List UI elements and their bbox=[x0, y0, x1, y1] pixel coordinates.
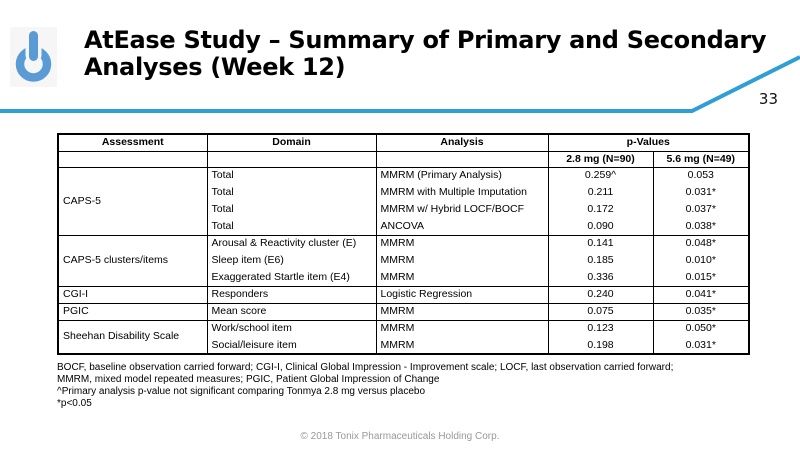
footnote-line: ^Primary analysis p-value not significan… bbox=[57, 386, 426, 397]
p-value-5-6mg-cell: 0.041* bbox=[652, 286, 750, 303]
p-values-header: p-Values bbox=[547, 133, 750, 152]
footnote-line: BOCF, baseline observation carried forwa… bbox=[57, 362, 674, 373]
table-row: Sheehan Disability Scale Work/school item… bbox=[57, 320, 750, 354]
p-value-2-8mg-cell: 0.090 bbox=[547, 218, 654, 235]
p-value-2-8mg-cell: 0.141 bbox=[547, 235, 654, 252]
p-value-5-6mg-cell: 0.035* bbox=[652, 303, 750, 320]
assessment-cell: PGIC bbox=[57, 303, 208, 320]
p-value-5-6mg-cell: 0.053 bbox=[652, 167, 750, 184]
assessment-header: Assessment bbox=[57, 133, 208, 152]
table-row: CGI-I Responders Logistic Regression 0.240 0… bbox=[57, 286, 750, 303]
table-row: Total ANCOVA 0.090 0.038* bbox=[58, 218, 750, 235]
p-value-2-8mg-cell: 0.259^ bbox=[547, 167, 654, 184]
p-value-5-6mg-cell: 0.048* bbox=[652, 235, 750, 252]
slide-title: AtEase Study – Summary of Primary and Se… bbox=[84, 26, 767, 81]
table-row: Total MMRM w/ Hybrid LOCF/BOCF 0.172 0.037* bbox=[58, 201, 750, 218]
assessment-cell: CAPS-5 clusters/items bbox=[57, 235, 208, 286]
analysis-cell: MMRM (Primary Analysis) bbox=[375, 167, 549, 184]
tonix-logo bbox=[10, 27, 57, 87]
header-row-1: Assessment Domain Analysis p-Values bbox=[57, 133, 750, 152]
domain-cell: Total bbox=[206, 201, 377, 218]
domain-cell: Total bbox=[206, 167, 377, 184]
table-row: Sleep item (E6) MMRM 0.185 0.010* bbox=[58, 252, 750, 269]
slide-title-line-2: Analyses (Week 12) bbox=[84, 53, 346, 81]
footnote-line: MMRM, mixed model repeated measures; PGI… bbox=[57, 374, 440, 385]
analysis-cell: ANCOVA bbox=[375, 218, 549, 235]
assessment-cell: CGI-I bbox=[57, 286, 208, 303]
domain-cell: Mean score bbox=[206, 303, 377, 320]
analysis-cell: MMRM with Multiple Imputation bbox=[375, 184, 549, 201]
table-row: Total MMRM with Multiple Imputation 0.211 0… bbox=[58, 184, 750, 201]
p-value-5-6mg-cell: 0.031* bbox=[652, 184, 750, 201]
empty-header-cell bbox=[375, 150, 549, 168]
analysis-cell: MMRM w/ Hybrid LOCF/BOCF bbox=[375, 201, 549, 218]
p-value-5-6mg-cell: 0.010* bbox=[652, 252, 750, 269]
p-value-5-6mg-cell: 0.050* bbox=[652, 320, 750, 337]
table-row: Exaggerated Startle item (E4) MMRM 0.336 0.… bbox=[58, 269, 750, 286]
results-table-header: Assessment Domain Analysis p-Values 2.8 … bbox=[57, 133, 750, 168]
p-value-5-6mg-cell: 0.037* bbox=[652, 201, 750, 218]
analysis-cell: MMRM bbox=[375, 252, 549, 269]
dose-2-8mg-header: 2.8 mg (N=90) bbox=[547, 150, 654, 168]
table-row: Social/leisure item MMRM 0.198 0.031* bbox=[58, 337, 750, 354]
analysis-cell: MMRM bbox=[375, 320, 549, 337]
empty-header-cell bbox=[206, 150, 377, 168]
p-value-2-8mg-cell: 0.211 bbox=[547, 184, 654, 201]
dose-5-6mg-header: 5.6 mg (N=49) bbox=[652, 150, 750, 168]
table-group: CAPS-5 Total MMRM (Primary Analysis) 0.259^… bbox=[57, 167, 750, 235]
table-group: CGI-I Responders Logistic Regression 0.240 0… bbox=[57, 286, 750, 303]
analysis-cell: MMRM bbox=[375, 303, 549, 320]
p-value-2-8mg-cell: 0.336 bbox=[547, 269, 654, 286]
domain-cell: Sleep item (E6) bbox=[206, 252, 377, 269]
assessment-cell: Sheehan Disability Scale bbox=[57, 320, 208, 354]
page-number: 33 bbox=[758, 90, 778, 108]
table-row: CAPS-5 clusters/items Arousal & Reactivit… bbox=[57, 235, 750, 286]
p-value-2-8mg-cell: 0.075 bbox=[547, 303, 654, 320]
analysis-cell: MMRM bbox=[375, 337, 549, 354]
table-group: CAPS-5 clusters/items Arousal & Reactivit… bbox=[57, 235, 750, 286]
domain-cell: Social/leisure item bbox=[206, 337, 377, 354]
assessment-cell: CAPS-5 bbox=[57, 167, 208, 235]
analysis-cell: MMRM bbox=[375, 235, 549, 252]
table-row: CAPS-5 Total MMRM (Primary Analysis) 0.259^… bbox=[57, 167, 750, 235]
p-value-5-6mg-cell: 0.031* bbox=[652, 337, 750, 354]
slide-title-line-1: AtEase Study – Summary of Primary and Se… bbox=[84, 26, 767, 54]
analysis-header: Analysis bbox=[375, 133, 549, 152]
power-button-icon bbox=[10, 27, 57, 87]
p-value-2-8mg-cell: 0.172 bbox=[547, 201, 654, 218]
domain-cell: Arousal & Reactivity cluster (E) bbox=[206, 235, 377, 252]
empty-header-cell bbox=[57, 150, 208, 168]
p-value-5-6mg-cell: 0.015* bbox=[652, 269, 750, 286]
results-table: Assessment Domain Analysis p-Values 2.8 … bbox=[57, 133, 750, 355]
header-row-2: 2.8 mg (N=90) 5.6 mg (N=49) bbox=[57, 150, 750, 168]
domain-cell: Total bbox=[206, 184, 377, 201]
domain-cell: Work/school item bbox=[206, 320, 377, 337]
p-value-2-8mg-cell: 0.198 bbox=[547, 337, 654, 354]
table-row: PGIC Mean score MMRM 0.075 0.035* bbox=[57, 303, 750, 320]
analysis-cell: MMRM bbox=[375, 269, 549, 286]
footnotes: BOCF, baseline observation carried forwa… bbox=[57, 362, 757, 410]
footnote-line: *p<0.05 bbox=[57, 398, 92, 409]
copyright-text: © 2018 Tonix Pharmaceuticals Holding Cor… bbox=[300, 431, 500, 442]
p-value-2-8mg-cell: 0.240 bbox=[547, 286, 654, 303]
p-value-2-8mg-cell: 0.123 bbox=[547, 320, 654, 337]
p-value-2-8mg-cell: 0.185 bbox=[547, 252, 654, 269]
domain-header: Domain bbox=[206, 133, 377, 152]
domain-cell: Exaggerated Startle item (E4) bbox=[206, 269, 377, 286]
table-group: PGIC Mean score MMRM 0.075 0.035* bbox=[57, 303, 750, 320]
domain-cell: Responders bbox=[206, 286, 377, 303]
p-value-5-6mg-cell: 0.038* bbox=[652, 218, 750, 235]
domain-cell: Total bbox=[206, 218, 377, 235]
table-group: Sheehan Disability Scale Work/school item… bbox=[57, 320, 750, 354]
analysis-cell: Logistic Regression bbox=[375, 286, 549, 303]
